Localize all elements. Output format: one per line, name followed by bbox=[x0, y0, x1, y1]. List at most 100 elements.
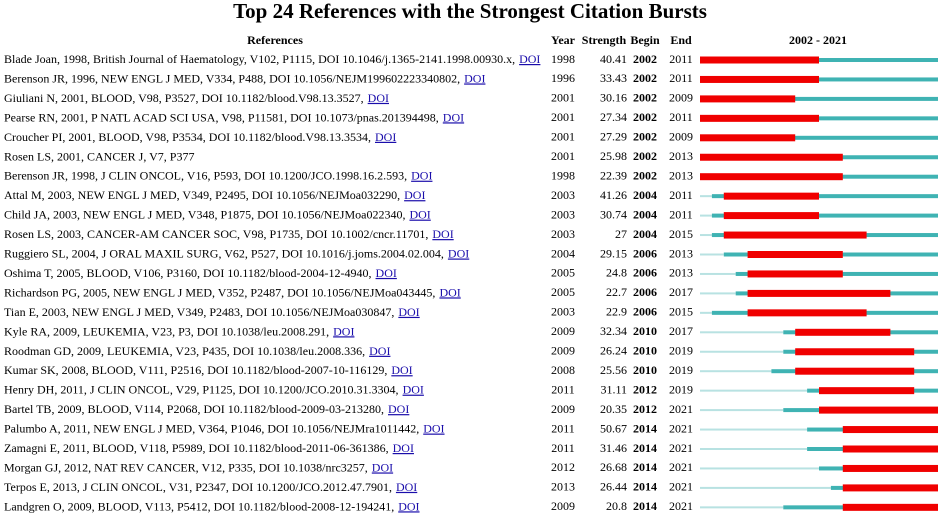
reference-text: Kyle RA, 2009, LEUKEMIA, V23, P3, DOI 10… bbox=[4, 324, 329, 338]
year: 2009 bbox=[551, 402, 575, 416]
burst-bar bbox=[700, 173, 843, 181]
pre-publication-line bbox=[700, 292, 736, 295]
post-publication-line bbox=[700, 135, 938, 140]
doi-link[interactable]: DOI bbox=[404, 188, 425, 202]
doi-link[interactable]: DOI bbox=[519, 52, 540, 66]
column-header: References bbox=[247, 33, 303, 47]
reference-text: Bartel TB, 2009, BLOOD, V114, P2068, DOI… bbox=[4, 402, 384, 416]
doi-link[interactable]: DOI bbox=[396, 480, 417, 494]
year: 2013 bbox=[551, 480, 575, 494]
strength: 30.16 bbox=[600, 91, 627, 105]
column-header: Strength bbox=[582, 33, 627, 47]
year: 2012 bbox=[551, 460, 575, 474]
reference-text: Blade Joan, 1998, British Journal of Hae… bbox=[4, 52, 515, 66]
pre-publication-line bbox=[700, 389, 808, 392]
timeline-start: 2002 bbox=[789, 33, 813, 47]
end: 2021 bbox=[669, 499, 693, 513]
doi-link[interactable]: DOI bbox=[432, 227, 453, 241]
end: 2011 bbox=[669, 188, 693, 202]
reference: Tian E, 2003, NEW ENGL J MED, V349, P248… bbox=[4, 305, 420, 319]
reference-text: Landgren O, 2009, BLOOD, V113, P5412, DO… bbox=[4, 499, 394, 513]
doi-link[interactable]: DOI bbox=[333, 324, 354, 338]
reference: Landgren O, 2009, BLOOD, V113, P5412, DO… bbox=[4, 499, 420, 513]
doi-link[interactable]: DOI bbox=[448, 246, 469, 260]
reference: Kyle RA, 2009, LEUKEMIA, V23, P3, DOI 10… bbox=[4, 324, 354, 338]
burst-bar bbox=[700, 95, 796, 103]
pre-publication-line bbox=[700, 350, 784, 353]
begin: 2002 bbox=[633, 168, 657, 182]
year: 2003 bbox=[551, 227, 575, 241]
reference-text: Richardson PG, 2005, NEW ENGL J MED, V35… bbox=[4, 285, 435, 299]
doi-link[interactable]: DOI bbox=[398, 499, 419, 513]
end: 2021 bbox=[669, 421, 693, 435]
begin: 2014 bbox=[633, 499, 657, 513]
doi-link[interactable]: DOI bbox=[369, 344, 390, 358]
reference: Bartel TB, 2009, BLOOD, V114, P2068, DOI… bbox=[4, 402, 409, 416]
doi-link[interactable]: DOI bbox=[423, 421, 444, 435]
doi-link[interactable]: DOI bbox=[393, 441, 414, 455]
year: 2009 bbox=[551, 324, 575, 338]
doi-link[interactable]: DOI bbox=[375, 130, 396, 144]
pre-publication-line bbox=[700, 272, 736, 275]
reference: Richardson PG, 2005, NEW ENGL J MED, V35… bbox=[4, 285, 461, 299]
begin: 2006 bbox=[633, 246, 657, 260]
reference: Attal M, 2003, NEW ENGL J MED, V349, P24… bbox=[4, 188, 425, 202]
end: 2015 bbox=[669, 305, 693, 319]
doi-link[interactable]: DOI bbox=[368, 91, 389, 105]
begin: 2006 bbox=[633, 266, 657, 280]
pre-publication-line bbox=[700, 409, 784, 412]
year: 2008 bbox=[551, 363, 575, 377]
strength: 33.43 bbox=[600, 71, 627, 85]
begin: 2002 bbox=[633, 71, 657, 85]
reference-text: Berenson JR, 1998, J CLIN ONCOL, V16, P5… bbox=[4, 168, 407, 182]
year: 2004 bbox=[551, 246, 575, 260]
end: 2019 bbox=[669, 382, 693, 396]
begin: 2004 bbox=[633, 188, 657, 202]
reference-text: Kumar SK, 2008, BLOOD, V111, P2516, DOI … bbox=[4, 363, 387, 377]
pre-publication-line bbox=[700, 331, 784, 334]
doi-link[interactable]: DOI bbox=[388, 402, 409, 416]
doi-link[interactable]: DOI bbox=[372, 460, 393, 474]
strength: 22.39 bbox=[600, 168, 627, 182]
doi-link[interactable]: DOI bbox=[439, 285, 460, 299]
doi-link[interactable]: DOI bbox=[376, 266, 397, 280]
post-publication-line bbox=[711, 194, 938, 199]
burst-bar bbox=[819, 406, 938, 414]
reference-text: Henry DH, 2011, J CLIN ONCOL, V29, P1125… bbox=[4, 382, 399, 396]
doi-link[interactable]: DOI bbox=[391, 363, 412, 377]
reference: Pearse RN, 2001, P NATL ACAD SCI USA, V9… bbox=[4, 110, 464, 124]
end: 2009 bbox=[669, 130, 693, 144]
strength: 27 bbox=[615, 227, 627, 241]
reference: Croucher PI, 2001, BLOOD, V98, P3534, DO… bbox=[4, 130, 396, 144]
strength: 27.29 bbox=[600, 130, 627, 144]
reference: Oshima T, 2005, BLOOD, V106, P3160, DOI … bbox=[4, 266, 397, 280]
doi-link[interactable]: DOI bbox=[398, 305, 419, 319]
strength: 22.7 bbox=[606, 285, 627, 299]
reference-text: Rosen LS, 2003, CANCER-AM CANCER SOC, V9… bbox=[4, 227, 428, 241]
doi-link[interactable]: DOI bbox=[409, 207, 430, 221]
post-publication-line bbox=[711, 213, 938, 218]
doi-link[interactable]: DOI bbox=[464, 71, 485, 85]
reference: Blade Joan, 1998, British Journal of Hae… bbox=[4, 52, 540, 66]
strength: 25.98 bbox=[600, 149, 627, 163]
burst-bar bbox=[700, 56, 819, 64]
year: 1998 bbox=[551, 168, 575, 182]
burst-bar bbox=[795, 367, 915, 375]
strength: 27.34 bbox=[600, 110, 627, 124]
doi-link[interactable]: DOI bbox=[443, 110, 464, 124]
begin: 2002 bbox=[633, 91, 657, 105]
end: 2013 bbox=[669, 266, 693, 280]
doi-link[interactable]: DOI bbox=[411, 168, 432, 182]
end: 2011 bbox=[669, 207, 693, 221]
year: 2001 bbox=[551, 130, 575, 144]
strength: 26.68 bbox=[600, 460, 627, 474]
burst-bar bbox=[747, 251, 843, 258]
strength: 50.67 bbox=[600, 421, 627, 435]
burst-bar bbox=[723, 192, 819, 200]
doi-link[interactable]: DOI bbox=[403, 382, 424, 396]
pre-publication-line bbox=[700, 253, 724, 256]
reference: Morgan GJ, 2012, NAT REV CANCER, V12, P3… bbox=[4, 460, 393, 474]
strength: 29.15 bbox=[600, 246, 627, 260]
reference-text: Croucher PI, 2001, BLOOD, V98, P3534, DO… bbox=[4, 130, 371, 144]
burst-bar bbox=[700, 134, 796, 142]
